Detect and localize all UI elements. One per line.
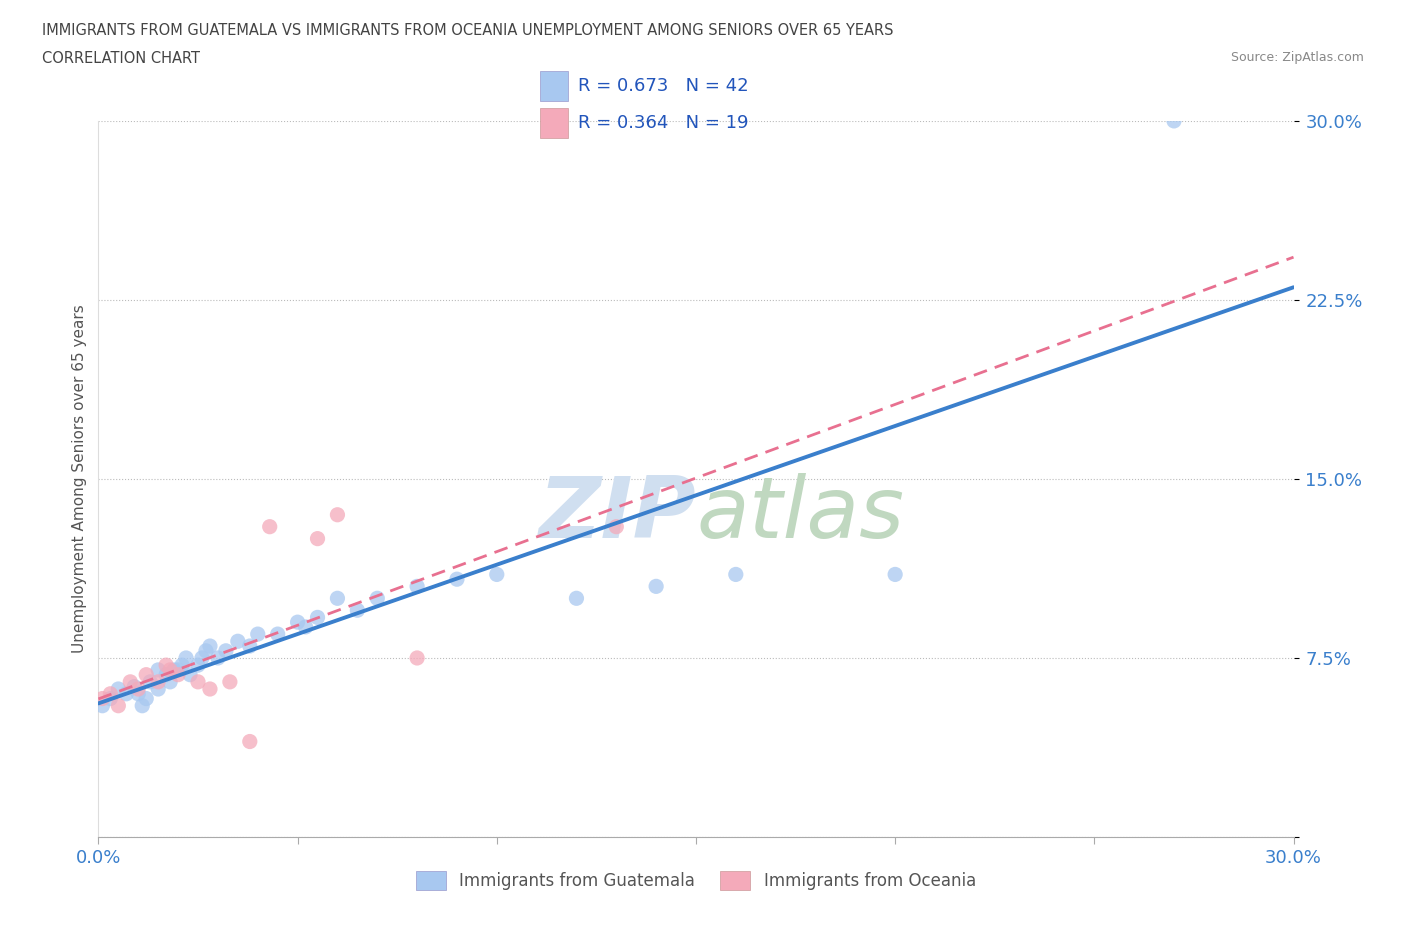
Point <box>259 519 281 534</box>
Text: Source: ZipAtlas.com: Source: ZipAtlas.com <box>1230 51 1364 64</box>
Point <box>219 674 242 689</box>
Point <box>91 698 114 713</box>
Point <box>346 603 368 618</box>
Point <box>98 691 122 706</box>
Point <box>159 662 181 677</box>
Point <box>239 734 262 749</box>
Point <box>267 627 290 642</box>
Point <box>294 619 316 634</box>
Point <box>155 667 177 682</box>
Text: ZIP: ZIP <box>538 473 696 556</box>
Point <box>326 591 349 605</box>
Point <box>174 651 197 666</box>
Point <box>406 651 429 666</box>
Point <box>485 567 508 582</box>
Point <box>127 686 149 701</box>
Point <box>307 610 329 625</box>
Point <box>148 674 170 689</box>
Point <box>135 691 157 706</box>
Point <box>446 572 468 587</box>
Text: R = 0.364   N = 19: R = 0.364 N = 19 <box>578 114 748 132</box>
Text: CORRELATION CHART: CORRELATION CHART <box>42 51 200 66</box>
Point <box>406 578 429 594</box>
Point <box>167 662 190 677</box>
Point <box>195 644 218 658</box>
Point <box>605 519 627 534</box>
Point <box>724 567 747 582</box>
Point <box>107 682 129 697</box>
Point <box>135 667 157 682</box>
Point <box>307 531 329 546</box>
Point <box>645 578 668 594</box>
Point <box>167 667 190 682</box>
Point <box>884 567 907 582</box>
Point <box>155 658 177 672</box>
Point <box>91 691 114 706</box>
Legend: Immigrants from Guatemala, Immigrants from Oceania: Immigrants from Guatemala, Immigrants fr… <box>409 864 983 897</box>
Text: R = 0.673   N = 42: R = 0.673 N = 42 <box>578 77 748 95</box>
Point <box>1163 113 1185 128</box>
Point <box>191 651 214 666</box>
Point <box>565 591 588 605</box>
Point <box>187 674 209 689</box>
Text: IMMIGRANTS FROM GUATEMALA VS IMMIGRANTS FROM OCEANIA UNEMPLOYMENT AMONG SENIORS : IMMIGRANTS FROM GUATEMALA VS IMMIGRANTS … <box>42 23 894 38</box>
Point <box>207 651 229 666</box>
Point <box>187 658 209 672</box>
Y-axis label: Unemployment Among Seniors over 65 years: Unemployment Among Seniors over 65 years <box>72 305 87 653</box>
Point <box>179 667 201 682</box>
Point <box>326 508 349 523</box>
Point <box>198 682 221 697</box>
Point <box>198 639 221 654</box>
Point <box>107 698 129 713</box>
Point <box>172 658 194 672</box>
Point <box>120 674 142 689</box>
Point <box>148 662 170 677</box>
Point <box>239 639 262 654</box>
Point <box>246 627 269 642</box>
Point <box>148 682 170 697</box>
Point <box>226 634 249 649</box>
Point <box>139 674 162 689</box>
Point <box>131 698 153 713</box>
Bar <box>540 108 568 138</box>
Point <box>124 679 146 694</box>
Text: atlas: atlas <box>696 473 904 556</box>
Bar <box>540 71 568 100</box>
Point <box>159 674 181 689</box>
Point <box>115 686 138 701</box>
Point <box>127 682 149 697</box>
Point <box>215 644 238 658</box>
Point <box>163 662 186 677</box>
Point <box>98 686 122 701</box>
Point <box>287 615 309 630</box>
Point <box>366 591 388 605</box>
